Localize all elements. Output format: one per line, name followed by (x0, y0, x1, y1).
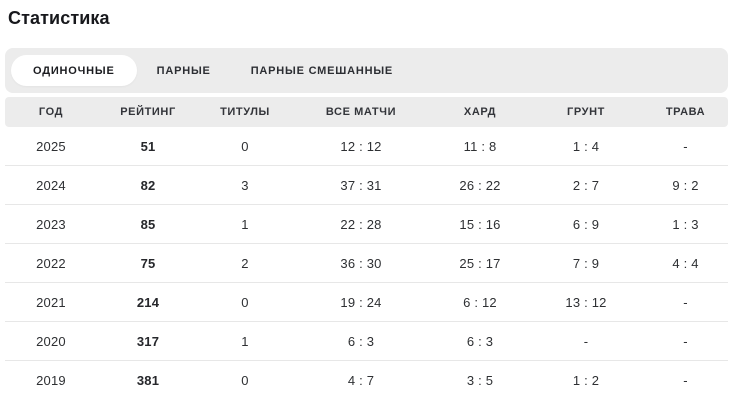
cell-hard: 6 : 12 (431, 283, 529, 322)
cell-all-matches: 36 : 30 (291, 244, 431, 283)
cell-all-matches: 6 : 3 (291, 322, 431, 361)
cell-rating: 51 (97, 127, 199, 166)
cell-hard: 6 : 3 (431, 322, 529, 361)
cell-grass: - (683, 373, 688, 388)
cell-grass: - (643, 127, 728, 166)
cell-titles: 0 (199, 127, 291, 166)
cell-clay: 1 : 2 (572, 373, 600, 388)
cell-all-matches: 12 : 12 (291, 127, 431, 166)
stats-table: ГОД РЕЙТИНГ ТИТУЛЫ ВСЕ МАТЧИ ХАРД ГРУНТ … (5, 97, 728, 400)
cell-hard: 25 : 17 (431, 244, 529, 283)
cell-clay: 13 : 12 (529, 283, 643, 322)
cell-year: 2022 (5, 244, 97, 283)
cell-grass: - (643, 283, 728, 322)
cell-rating: 214 (97, 283, 199, 322)
col-header-year: ГОД (5, 97, 97, 127)
cell-grass: - (643, 322, 728, 361)
table-row: 2020 317 1 6 : 3 6 : 3 - - (5, 322, 728, 361)
cell-clay: - (529, 322, 643, 361)
cell-rating: 85 (97, 205, 199, 244)
table-row: 2022 75 2 36 : 30 25 : 17 7 : 9 4 : 4 (5, 244, 728, 283)
tab-doubles[interactable]: ПАРНЫЕ (137, 55, 231, 86)
col-header-rating: РЕЙТИНГ (97, 97, 199, 127)
cell-year: 2024 (5, 166, 97, 205)
cell-rating: 317 (97, 322, 199, 361)
cell-year: 2020 (5, 322, 97, 361)
tab-singles[interactable]: ОДИНОЧНЫЕ (11, 55, 137, 86)
cell-titles: 2 (199, 244, 291, 283)
col-header-clay: ГРУНТ (529, 97, 643, 127)
cell-all-matches: 19 : 24 (291, 283, 431, 322)
table-row: 2024 82 3 37 : 31 26 : 22 2 : 7 9 : 2 (5, 166, 728, 205)
cell-hard: 15 : 16 (431, 205, 529, 244)
cell-titles: 0 (199, 283, 291, 322)
cell-year: 2023 (5, 205, 97, 244)
col-header-all-matches: ВСЕ МАТЧИ (291, 97, 431, 127)
col-header-hard: ХАРД (431, 97, 529, 127)
cell-grass: 1 : 3 (643, 205, 728, 244)
cell-clay: 7 : 9 (529, 244, 643, 283)
cell-rating: 381 (136, 373, 160, 388)
cell-hard: 11 : 8 (431, 127, 529, 166)
cell-rating: 75 (97, 244, 199, 283)
cell-clay: 2 : 7 (529, 166, 643, 205)
cell-grass: 4 : 4 (643, 244, 728, 283)
cell-titles: 3 (199, 166, 291, 205)
cell-rating: 82 (97, 166, 199, 205)
tab-mixed-doubles[interactable]: ПАРНЫЕ СМЕШАННЫЕ (231, 55, 413, 86)
table-row: 2021 214 0 19 : 24 6 : 12 13 : 12 - (5, 283, 728, 322)
cell-grass: 9 : 2 (643, 166, 728, 205)
cell-year: 2021 (5, 283, 97, 322)
tab-bar: ОДИНОЧНЫЕ ПАРНЫЕ ПАРНЫЕ СМЕШАННЫЕ (5, 48, 728, 93)
cell-titles: 1 (199, 205, 291, 244)
table-row: 2025 51 0 12 : 12 11 : 8 1 : 4 - (5, 127, 728, 166)
table-header-row: ГОД РЕЙТИНГ ТИТУЛЫ ВСЕ МАТЧИ ХАРД ГРУНТ … (5, 97, 728, 127)
cell-all-matches: 4 : 7 (347, 373, 375, 388)
col-header-grass: ТРАВА (643, 97, 728, 127)
cell-hard: 3 : 5 (466, 373, 494, 388)
table-row: 2023 85 1 22 : 28 15 : 16 6 : 9 1 : 3 (5, 205, 728, 244)
cell-titles: 0 (241, 373, 249, 388)
col-header-titles: ТИТУЛЫ (199, 97, 291, 127)
cell-titles: 1 (199, 322, 291, 361)
page-title: Статистика (8, 8, 110, 28)
cell-year: 2025 (5, 127, 97, 166)
cell-hard: 26 : 22 (431, 166, 529, 205)
cell-all-matches: 37 : 31 (291, 166, 431, 205)
cell-year: 2019 (36, 373, 66, 388)
cell-all-matches: 22 : 28 (291, 205, 431, 244)
table-row: 2019 381 0 4 : 7 3 : 5 1 : 2 - (5, 361, 728, 400)
cell-clay: 1 : 4 (529, 127, 643, 166)
cell-clay: 6 : 9 (529, 205, 643, 244)
